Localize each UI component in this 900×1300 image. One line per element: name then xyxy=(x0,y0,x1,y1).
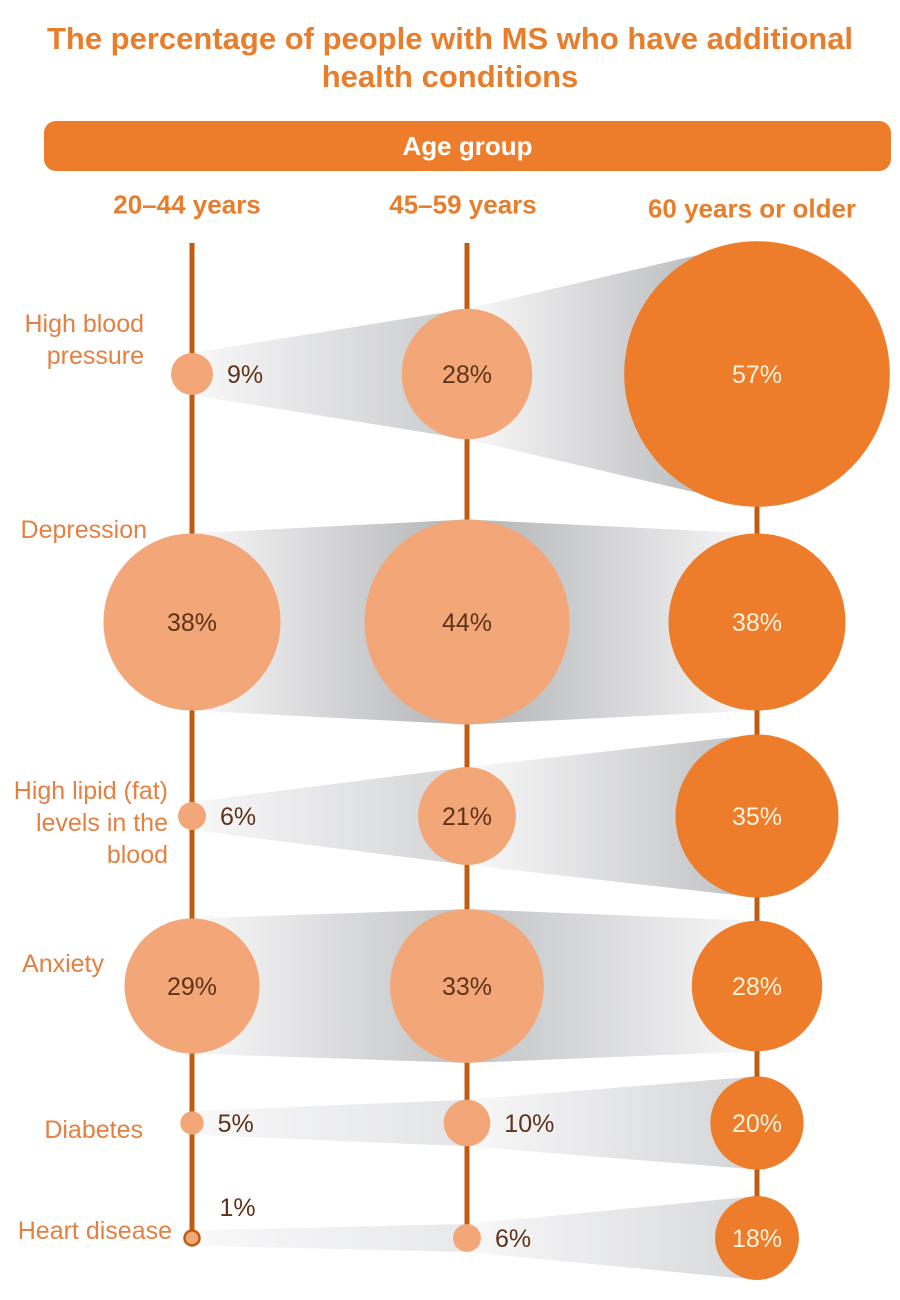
bubble-value-label: 38% xyxy=(732,609,782,637)
percentage-bubble xyxy=(668,533,846,711)
connector-wedge xyxy=(192,1224,467,1252)
percentage-bubble xyxy=(171,353,213,395)
connector-wedge xyxy=(467,1196,757,1280)
percentage-bubble xyxy=(364,519,570,725)
bubble-value-label: 18% xyxy=(732,1225,782,1253)
percentage-bubble xyxy=(691,920,823,1052)
bubble-value-label: 6% xyxy=(220,803,256,831)
bubble-value-label: 5% xyxy=(218,1110,254,1138)
connector-wedge xyxy=(192,1099,467,1147)
bubble-value-label: 28% xyxy=(442,361,492,389)
percentage-bubble xyxy=(624,241,890,507)
bubble-value-label: 44% xyxy=(442,609,492,637)
connector-wedge xyxy=(192,909,467,1063)
chart-title: The percentage of people with MS who hav… xyxy=(46,21,854,94)
column-header: 45–59 years xyxy=(389,189,537,220)
percentage-bubble xyxy=(715,1196,799,1280)
column-header: 60 years or older xyxy=(647,193,857,224)
bubble-value-label: 38% xyxy=(167,609,217,637)
bubble-value-label: 28% xyxy=(732,973,782,1001)
bubble-value-label: 35% xyxy=(732,803,782,831)
percentage-bubble xyxy=(675,734,839,898)
condition-label: Anxiety xyxy=(22,950,104,978)
condition-label: Depression xyxy=(20,516,147,544)
connector-wedge xyxy=(192,308,467,440)
connector-wedge xyxy=(467,1076,757,1170)
connector-wedge xyxy=(467,734,757,898)
age-group-header-label: Age group xyxy=(402,130,533,161)
percentage-bubble xyxy=(453,1224,481,1252)
column-header: 20–44 years xyxy=(113,189,261,220)
connector-wedge xyxy=(192,767,467,865)
bubble-value-label: 57% xyxy=(732,361,782,389)
bubble-value-label: 21% xyxy=(442,803,492,831)
percentage-bubble xyxy=(178,802,206,830)
percentage-bubble xyxy=(183,1229,201,1247)
condition-label: Heart disease xyxy=(17,1217,172,1245)
percentage-bubble xyxy=(390,909,544,1063)
bubble-value-label: 10% xyxy=(504,1110,554,1138)
bubble-value-label: 29% xyxy=(167,973,217,1001)
percentage-bubble xyxy=(710,1076,804,1170)
percentage-bubble xyxy=(401,308,533,440)
bubble-value-label: 33% xyxy=(442,973,492,1001)
percentage-bubble xyxy=(443,1099,491,1147)
bubble-value-label: 1% xyxy=(220,1194,256,1222)
percentage-bubble xyxy=(180,1111,204,1135)
condition-label: High blood pressure xyxy=(24,310,144,370)
bubble-value-label: 20% xyxy=(732,1110,782,1138)
connector-wedge xyxy=(467,909,757,1063)
bubble-value-label: 9% xyxy=(227,361,263,389)
percentage-bubble xyxy=(103,533,281,711)
age-group-header-bar: Age group xyxy=(44,121,891,171)
percentage-bubble xyxy=(418,767,516,865)
condition-label: Diabetes xyxy=(44,1116,143,1144)
condition-label: High lipid (fat) levels in the blood xyxy=(13,777,168,869)
percentage-bubble xyxy=(124,918,260,1054)
bubble-value-label: 6% xyxy=(495,1225,531,1253)
